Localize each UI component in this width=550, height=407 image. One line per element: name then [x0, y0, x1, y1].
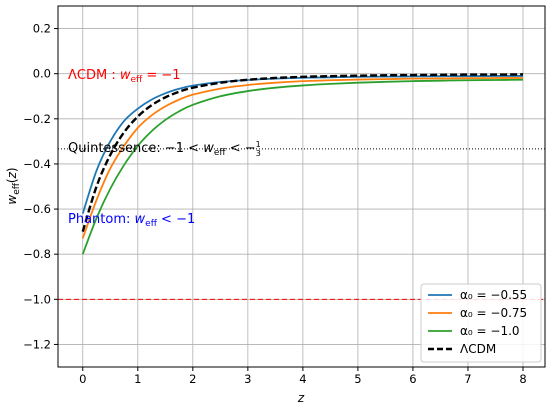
- x-tick-label: 5: [354, 372, 361, 386]
- x-tick-label: 3: [244, 372, 251, 386]
- legend-label: α₀ = −1.0: [460, 324, 520, 338]
- x-tick-label: 0: [79, 372, 86, 386]
- series-line-3: [81, 73, 524, 232]
- grid: [58, 6, 545, 367]
- legend-label: ΛCDM: [460, 342, 496, 356]
- x-tick-label: 4: [299, 372, 306, 386]
- y-axis-label: weff(z): [5, 167, 22, 204]
- x-axis-label: z: [297, 391, 305, 405]
- plot-frame: [57, 5, 546, 368]
- y-tick-label: −0.2: [23, 112, 51, 126]
- legend-label: α₀ = −0.55: [460, 288, 527, 302]
- plot-lines: [81, 73, 524, 255]
- annotation-quintessence: Quintessence: −1 < weff < −1 3: [68, 140, 261, 158]
- x-tick-label: 2: [189, 372, 196, 386]
- y-tick-label: −0.8: [23, 247, 51, 261]
- series-line-1: [81, 77, 523, 239]
- series-line-0: [81, 75, 523, 214]
- annotation-lcdm: ΛCDM : weff = −1: [68, 68, 181, 85]
- legend: α₀ = −0.55 α₀ = −0.75 α₀ = −1.0 ΛCDM: [420, 283, 542, 363]
- y-tick-label: −1.2: [23, 337, 51, 351]
- y-tick-label: −0.6: [23, 202, 51, 216]
- x-tick-label: 8: [519, 372, 526, 386]
- x-tick-label: 6: [409, 372, 416, 386]
- legend-label: α₀ = −0.75: [460, 306, 527, 320]
- legend-box: [420, 283, 542, 363]
- y-tick-label: 0.2: [33, 22, 51, 36]
- y-tick-label: −1.0: [23, 292, 51, 306]
- ticks: 0 1 2 3 4 5 6 7 8 0.2 0.0 −0.2 −0.4 −0.6 −0.8 −1.0 −1.2: [23, 22, 527, 386]
- annotation-phantom: Phantom: weff < −1: [68, 212, 195, 229]
- x-tick-label: 1: [134, 372, 141, 386]
- y-tick-label: 0.0: [33, 67, 51, 81]
- series-line-2: [81, 78, 523, 255]
- y-tick-label: −0.4: [23, 157, 51, 171]
- annotations: ΛCDM : weff = −1 Quintessence: −1 < weff…: [68, 68, 261, 229]
- x-tick-label: 7: [464, 372, 471, 386]
- reference-lines: [58, 148, 545, 300]
